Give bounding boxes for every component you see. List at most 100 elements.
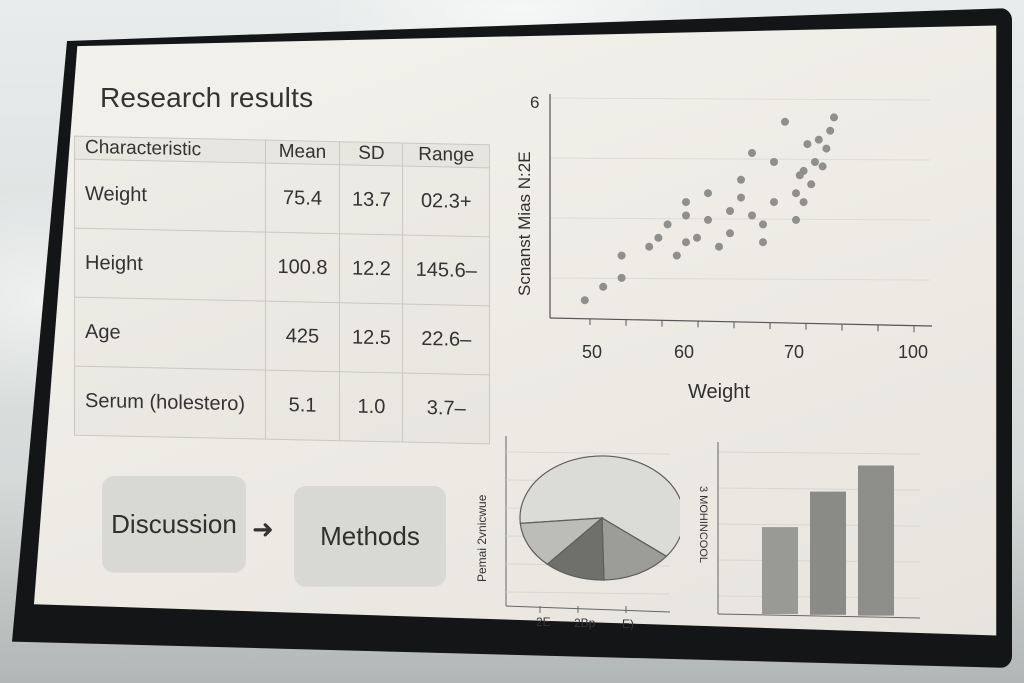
cell-range: 02.3+ — [402, 166, 490, 237]
table-row: Weight 75.4 13.7 02.3+ — [74, 159, 490, 237]
cell-range: 145.6– — [402, 235, 490, 306]
scatter-point — [770, 198, 778, 207]
scatter-point — [803, 140, 812, 149]
pie-chart-svg: Pemai 2vnicwue 2E 2Bp E) — [475, 436, 685, 631]
row-label: Serum (holestero) — [74, 366, 266, 440]
cell-range: 22.6– — [402, 304, 490, 375]
pie-x-axis — [505, 605, 671, 613]
pie-chart: Pemai 2vnicwue 2E 2Bp E) — [470, 430, 685, 640]
scatter-point — [693, 233, 701, 242]
discussion-button[interactable]: Discussion — [102, 476, 246, 572]
scatter-point — [726, 229, 734, 238]
column-header-mean: Mean — [265, 140, 340, 165]
bar — [810, 491, 846, 615]
bar-x-axis — [717, 613, 921, 619]
scatter-point — [799, 166, 808, 175]
cell-sd: 1.0 — [339, 371, 403, 443]
scatter-point — [663, 220, 672, 229]
scatter-point — [770, 158, 778, 166]
scatter-point — [781, 117, 789, 126]
column-header-characteristic: Characteristic — [74, 136, 266, 164]
bar — [858, 465, 894, 616]
scatter-point — [715, 242, 723, 251]
scatter-point — [748, 211, 756, 220]
cell-sd: 13.7 — [339, 164, 403, 236]
table-row: Age 425 12.5 22.6– — [74, 297, 490, 375]
scatter-point — [826, 126, 835, 135]
scatter-point — [726, 207, 734, 215]
row-label: Weight — [74, 159, 266, 233]
scatter-point — [599, 282, 608, 291]
scatter-grid-line — [549, 97, 931, 101]
cell-mean: 5.1 — [265, 370, 340, 441]
scatter-grid-line — [549, 157, 931, 161]
scatter-x-tick-label: 70 — [784, 342, 804, 362]
scatter-y-axis-label: Scnanst Mias N:2E — [515, 151, 534, 296]
scatter-point — [704, 189, 712, 198]
bar-y-axis-label: 3 MOHINCOOL — [697, 486, 709, 563]
results-table: Characteristic Mean SD Range Weight 75.4… — [74, 136, 490, 445]
pie-grid-line — [505, 451, 671, 455]
row-label: Height — [74, 228, 266, 302]
scatter-point — [737, 193, 745, 202]
scatter-point — [807, 180, 816, 189]
scatter-point — [811, 158, 819, 166]
scatter-point — [830, 113, 838, 122]
column-header-range: Range — [402, 143, 490, 168]
scatter-x-tick-label: 100 — [898, 342, 928, 362]
scatter-chart: Scnanst Mias N:2E 6 Weight 50 60 70 100 — [500, 86, 960, 416]
scatter-x-axis-label: Weight — [688, 381, 750, 403]
cell-sd: 12.2 — [339, 233, 403, 305]
scatter-point — [759, 238, 767, 247]
pie-x-tick-label: 2E — [536, 615, 551, 629]
cell-mean: 75.4 — [265, 163, 340, 234]
bar-chart-svg: 3 MOHINCOOL — [697, 442, 921, 619]
scatter-point — [799, 198, 808, 207]
scatter-grid-line — [549, 217, 931, 221]
pie-slice — [601, 516, 668, 581]
cell-mean: 425 — [265, 301, 340, 372]
column-header-sd: SD — [339, 141, 403, 167]
scatter-point — [748, 149, 756, 157]
scatter-point — [672, 251, 681, 260]
pie-y-axis-label: Pemai 2vnicwue — [475, 494, 489, 582]
scatter-point — [759, 220, 767, 229]
scatter-x-axis — [549, 317, 933, 327]
scatter-chart-svg: Scnanst Mias N:2E 6 Weight 50 60 70 100 — [515, 93, 933, 403]
row-label: Age — [74, 297, 266, 371]
scatter-point — [682, 211, 690, 220]
bar-chart: 3 MOHINCOOL — [688, 436, 928, 636]
page-title: Research results — [100, 82, 314, 113]
scatter-point — [617, 251, 626, 260]
methods-label: Methods — [320, 520, 420, 551]
discussion-label: Discussion — [111, 508, 237, 539]
scatter-point — [704, 215, 712, 224]
scatter-point — [617, 273, 626, 282]
table-row: Serum (holestero) 5.1 1.0 3.7– — [74, 366, 490, 444]
scatter-y-tick-label: 6 — [530, 93, 539, 112]
scatter-point — [737, 175, 745, 184]
scatter-x-tick-label: 60 — [674, 342, 694, 362]
scatter-point — [822, 144, 831, 153]
scatter-grid-line — [549, 277, 931, 281]
scatter-point — [682, 198, 690, 207]
scatter-x-tick-label: 50 — [582, 342, 602, 362]
scatter-point — [818, 162, 827, 171]
scatter-point — [792, 189, 800, 198]
bar-grid-line — [717, 451, 921, 455]
scatter-point — [814, 135, 823, 144]
arrow-right-icon: ➜ — [252, 514, 274, 544]
pie-slice — [546, 516, 605, 581]
methods-button[interactable]: Methods — [294, 486, 446, 586]
scatter-point — [682, 238, 690, 247]
scatter-point — [654, 233, 663, 242]
cell-mean: 100.8 — [265, 232, 340, 303]
table-row: Height 100.8 12.2 145.6– — [74, 228, 490, 306]
scatter-point — [580, 296, 589, 305]
scatter-point — [792, 215, 800, 224]
pie-grid-line — [505, 591, 671, 595]
pie-x-tick-label: 2Bp — [574, 616, 596, 630]
cell-sd: 12.5 — [339, 302, 403, 374]
pie-x-tick-label: E) — [622, 617, 634, 631]
